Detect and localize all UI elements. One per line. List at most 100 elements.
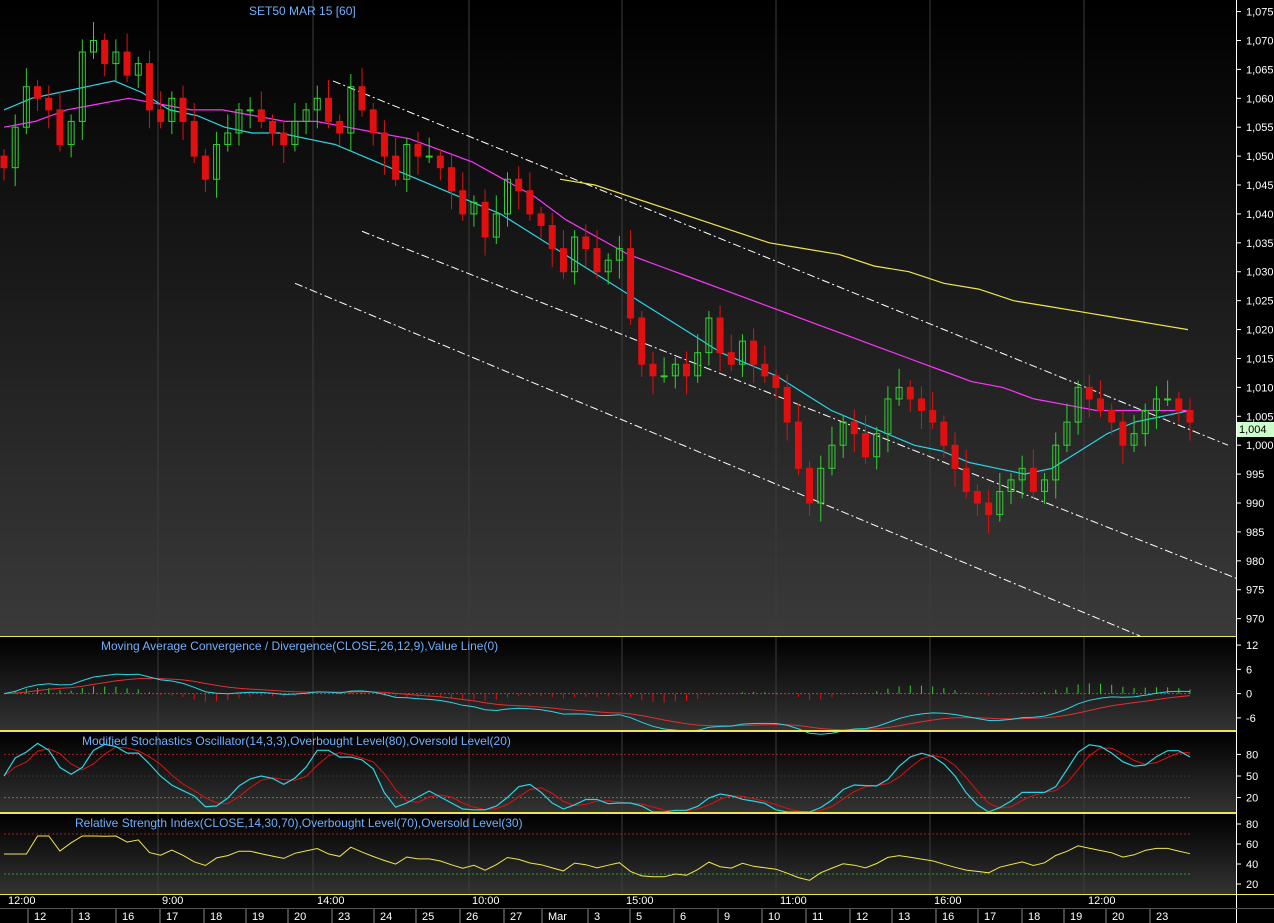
candle-body-28 — [313, 97, 321, 111]
price-tick-label-21: 970 — [1246, 614, 1264, 626]
price-tick-label-3: 1,060 — [1246, 93, 1274, 105]
candle-body-21 — [235, 109, 243, 134]
time-label-0: 12:00 — [8, 895, 36, 907]
date-label-18: 11 — [812, 911, 823, 923]
candle-body-37 — [414, 144, 422, 157]
price-tick-label-11: 1,020 — [1246, 325, 1274, 337]
macd-tick-label-1: 6 — [1246, 664, 1252, 676]
candle-body-10 — [112, 51, 120, 65]
candle-body-45 — [503, 178, 511, 215]
candle-body-56 — [627, 248, 635, 319]
candle-body-50 — [559, 248, 567, 273]
candle-body-105 — [1175, 398, 1183, 412]
candlesticks — [0, 21, 1194, 534]
candle-body-39 — [436, 155, 444, 169]
candle-body-67 — [750, 340, 758, 365]
candle-body-29 — [324, 97, 332, 122]
price-tick-label-14: 1,005 — [1246, 411, 1274, 423]
date-label-14: 5 — [636, 911, 642, 923]
price-tick-label-10: 1,025 — [1246, 296, 1274, 308]
date-label-17: 10 — [768, 911, 780, 923]
trendline-middle — [361, 230, 1237, 579]
candle-body-90 — [1007, 479, 1015, 492]
time-label-2: 14:00 — [317, 895, 345, 907]
candle-body-41 — [459, 190, 467, 215]
date-label-0: 12 — [34, 911, 46, 923]
candle-body-22 — [246, 109, 254, 112]
candle-body-35 — [392, 155, 400, 180]
candle-body-81 — [906, 386, 914, 400]
last-price-label: 1,004 — [1239, 424, 1267, 436]
chart-title: SET50 MAR 15 [60] — [249, 4, 356, 18]
candle-body-84 — [940, 421, 948, 446]
time-label-7: 12:00 — [1088, 895, 1116, 907]
trend-channel — [294, 80, 1237, 637]
trendline-upper — [332, 80, 1229, 446]
candle-body-25 — [280, 132, 288, 146]
date-label-8: 24 — [380, 911, 392, 923]
candle-body-52 — [582, 236, 590, 250]
rsi-tick-label-2: 40 — [1246, 859, 1258, 871]
macd-title: Moving Average Convergence / Divergence(… — [101, 639, 498, 653]
macd-signal-line — [3, 677, 1191, 731]
price-tick-label-2: 1,065 — [1246, 64, 1274, 76]
candle-body-62 — [694, 352, 702, 377]
candle-body-59 — [660, 375, 668, 378]
candle-body-85 — [951, 444, 959, 469]
trendline-lower — [294, 282, 1141, 637]
candle-body-73 — [817, 467, 825, 504]
candle-body-97 — [1085, 386, 1093, 400]
candle-body-99 — [1108, 410, 1116, 423]
candle-body-18 — [201, 155, 209, 180]
candle-body-14 — [157, 109, 165, 122]
candle-body-98 — [1096, 398, 1104, 412]
macd-series — [3, 673, 1191, 735]
candle-body-70 — [783, 386, 791, 423]
candle-body-40 — [448, 167, 456, 192]
stoch-tick-label-2: 20 — [1246, 793, 1258, 805]
candle-body-68 — [761, 363, 769, 377]
price-tick-label-13: 1,010 — [1246, 382, 1274, 394]
candle-body-76 — [850, 421, 858, 435]
price-tick-label-8: 1,035 — [1246, 238, 1274, 250]
ma-yellow-line — [559, 178, 1189, 331]
candle-body-58 — [649, 363, 657, 377]
candle-body-7 — [78, 51, 86, 122]
candle-body-64 — [716, 317, 724, 354]
candle-body-44 — [492, 213, 500, 238]
stoch-k-line — [3, 742, 1191, 813]
date-label-6: 20 — [294, 911, 306, 923]
macd-tick-label-0: 12 — [1246, 640, 1258, 652]
candle-body-57 — [638, 317, 646, 365]
candle-body-60 — [671, 363, 679, 377]
candle-body-92 — [1029, 467, 1037, 492]
candle-body-61 — [683, 363, 691, 377]
candle-body-4 — [45, 97, 53, 111]
gridlines — [157, 0, 1085, 894]
macd-tick-label-3: -6 — [1246, 713, 1256, 725]
candle-body-75 — [839, 421, 847, 446]
rsi-series — [4, 833, 1191, 881]
time-label-6: 16:00 — [934, 895, 962, 907]
price-tick-label-17: 990 — [1246, 498, 1264, 510]
candle-body-51 — [571, 236, 579, 273]
date-label-7: 23 — [338, 911, 350, 923]
price-tick-label-15: 1,000 — [1246, 440, 1274, 452]
candle-body-100 — [1119, 421, 1127, 446]
candle-body-66 — [738, 340, 746, 365]
candle-body-38 — [425, 155, 433, 158]
rsi-panel-bg — [0, 814, 1236, 894]
candle-body-36 — [403, 144, 411, 180]
date-label-10: 26 — [466, 911, 478, 923]
candle-body-6 — [67, 120, 75, 146]
candle-body-103 — [1152, 398, 1160, 412]
candle-body-47 — [526, 190, 534, 215]
price-tick-label-7: 1,040 — [1246, 209, 1274, 221]
candle-body-79 — [884, 398, 892, 435]
price-tick-label-12: 1,015 — [1246, 353, 1274, 365]
time-label-5: 11:00 — [780, 895, 807, 907]
date-label-15: 6 — [680, 911, 686, 923]
candle-body-17 — [190, 120, 198, 157]
candle-body-93 — [1041, 479, 1049, 492]
